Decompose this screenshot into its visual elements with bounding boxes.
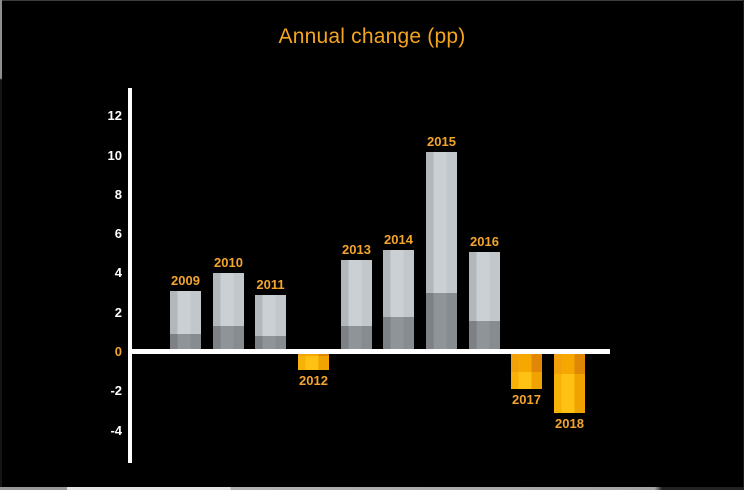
zero-baseline (128, 349, 610, 354)
bar-2015-outer-segment (426, 151, 457, 294)
bar-2018-outer-segment (554, 373, 585, 413)
y-tick-label--4: -4 (110, 422, 122, 438)
year-label-2010: 2010 (214, 255, 243, 271)
bar-2009-outer-segment (170, 291, 201, 335)
bar-2011-near-segment (255, 336, 286, 352)
window-edge-bottom (0, 487, 744, 490)
bar-2017-outer-segment (511, 371, 542, 390)
bar-2014-outer-segment (383, 249, 414, 317)
bar-2013-outer-segment (341, 259, 372, 327)
year-label-2012: 2012 (299, 372, 328, 388)
year-label-2016: 2016 (470, 233, 499, 249)
y-axis-line (128, 88, 132, 463)
bar-2010-outer-segment (213, 273, 244, 327)
y-tick-label-12: 12 (107, 108, 122, 124)
bar-2017-near-segment (511, 352, 542, 372)
y-tick-label-6: 6 (114, 226, 122, 242)
bar-2011-outer-segment (255, 295, 286, 337)
year-label-2009: 2009 (171, 273, 200, 289)
bar-2016-outer-segment (469, 251, 500, 321)
bar-2012-outer-segment (298, 355, 329, 370)
y-tick-label-0: 0 (114, 344, 122, 359)
year-label-2015: 2015 (427, 133, 456, 149)
window-edge-left (0, 0, 2, 490)
bar-2018-near-segment (554, 352, 585, 374)
window-edge-top (0, 0, 744, 1)
y-tick-label--2: -2 (110, 383, 122, 399)
year-label-2014: 2014 (384, 231, 413, 247)
bar-2009-near-segment (170, 334, 201, 352)
y-tick-label-10: 10 (107, 147, 122, 163)
year-label-2013: 2013 (342, 241, 371, 257)
chart-title: Annual change (pp) (278, 25, 466, 48)
y-tick-label-4: 4 (114, 265, 122, 281)
bar-2016-near-segment (469, 320, 500, 352)
bar-2014-near-segment (383, 316, 414, 353)
bar-2010-near-segment (213, 326, 244, 352)
year-label-2011: 2011 (256, 277, 285, 292)
year-label-2018: 2018 (555, 415, 584, 431)
bar-2013-near-segment (341, 326, 372, 352)
year-label-2017: 2017 (512, 392, 541, 408)
bar-2015-near-segment (426, 293, 457, 352)
y-tick-label-8: 8 (114, 186, 122, 202)
y-tick-label-2: 2 (114, 304, 122, 320)
